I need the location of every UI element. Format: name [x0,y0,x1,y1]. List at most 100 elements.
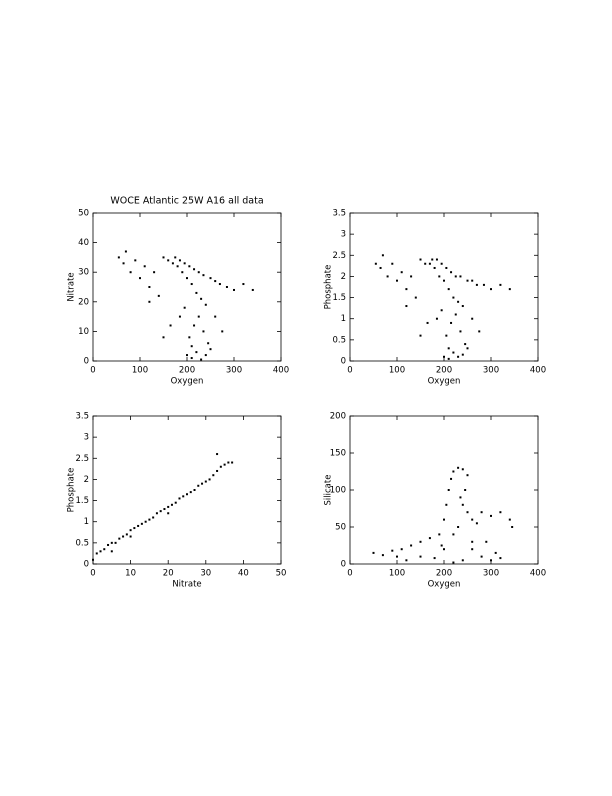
point [410,544,413,547]
point [443,279,445,282]
y-tick-label: 0 [341,560,346,570]
x-tick-label: 100 [132,366,148,376]
point [511,526,514,528]
point [461,468,464,471]
point [482,283,485,286]
y-tick-label: 3.5 [332,209,346,219]
x-tick-label: 30 [200,569,211,579]
y-tick-label: 0 [84,560,89,570]
point [475,283,478,286]
point [459,330,462,333]
point [167,505,170,508]
point [457,526,460,528]
point [163,508,166,511]
point [197,484,200,487]
point [466,279,469,282]
point [118,537,121,540]
point [183,306,186,309]
point [95,552,98,555]
point [457,355,460,358]
point [405,305,408,308]
point [148,518,151,521]
y-axis-label: Phosphate [67,468,77,513]
point [221,330,224,333]
point [114,541,117,544]
point [129,529,132,532]
point [110,541,113,544]
y-tick-label: 200 [330,412,346,422]
point [461,559,464,562]
point [202,330,205,333]
point [490,559,492,562]
point [178,315,181,318]
y-tick-label: 3 [84,433,89,443]
point [92,558,94,561]
point [190,283,193,286]
point [400,548,403,551]
point [435,258,438,261]
point [137,524,140,527]
point [461,503,464,506]
point [450,271,453,274]
point [182,495,185,498]
point [99,550,102,553]
y-tick-label: 10 [78,327,89,337]
y-tick-label: 1.5 [75,496,89,506]
point [414,296,417,299]
y-tick-label: 40 [78,238,89,248]
point [426,321,429,324]
point [466,511,469,514]
point [218,283,221,286]
point [466,347,469,350]
point [162,336,165,339]
point [219,465,222,468]
point [374,262,377,265]
point [155,512,158,515]
point [438,533,441,536]
y-tick-label: 0 [84,357,89,367]
point [122,262,125,265]
point [499,283,502,286]
y-tick-label: 0.5 [75,538,89,548]
point [193,268,196,271]
x-tick-label: 200 [179,366,195,376]
y-tick-label: 1 [84,517,89,527]
point [419,540,422,543]
y-tick-label: 2 [341,272,346,282]
point [445,266,448,269]
x-tick-label: 100 [389,366,405,376]
x-tick-label: 20 [163,569,174,579]
point [204,303,207,306]
point [225,286,228,288]
y-tick-label: 100 [330,486,346,496]
point [214,315,217,318]
point [195,351,198,354]
y-tick-label: 20 [78,297,89,307]
point [419,555,422,558]
point [188,265,191,268]
point [204,354,207,357]
point [212,474,215,477]
y-tick-label: 3.5 [75,412,89,422]
x-tick-label: 10 [125,569,136,579]
point [143,265,146,268]
point [464,489,467,491]
point [447,347,450,350]
point [410,275,413,278]
point [471,518,474,521]
point [144,520,147,523]
point [183,262,186,265]
point [152,516,155,519]
point [440,309,443,312]
point [428,537,431,540]
point [188,336,191,339]
point [233,288,235,291]
x-tick-label: 200 [436,366,452,376]
y-tick-label: 2.5 [75,454,89,464]
point [471,548,474,551]
y-tick-label: 1 [341,314,346,324]
point [405,288,408,291]
point [461,353,464,356]
